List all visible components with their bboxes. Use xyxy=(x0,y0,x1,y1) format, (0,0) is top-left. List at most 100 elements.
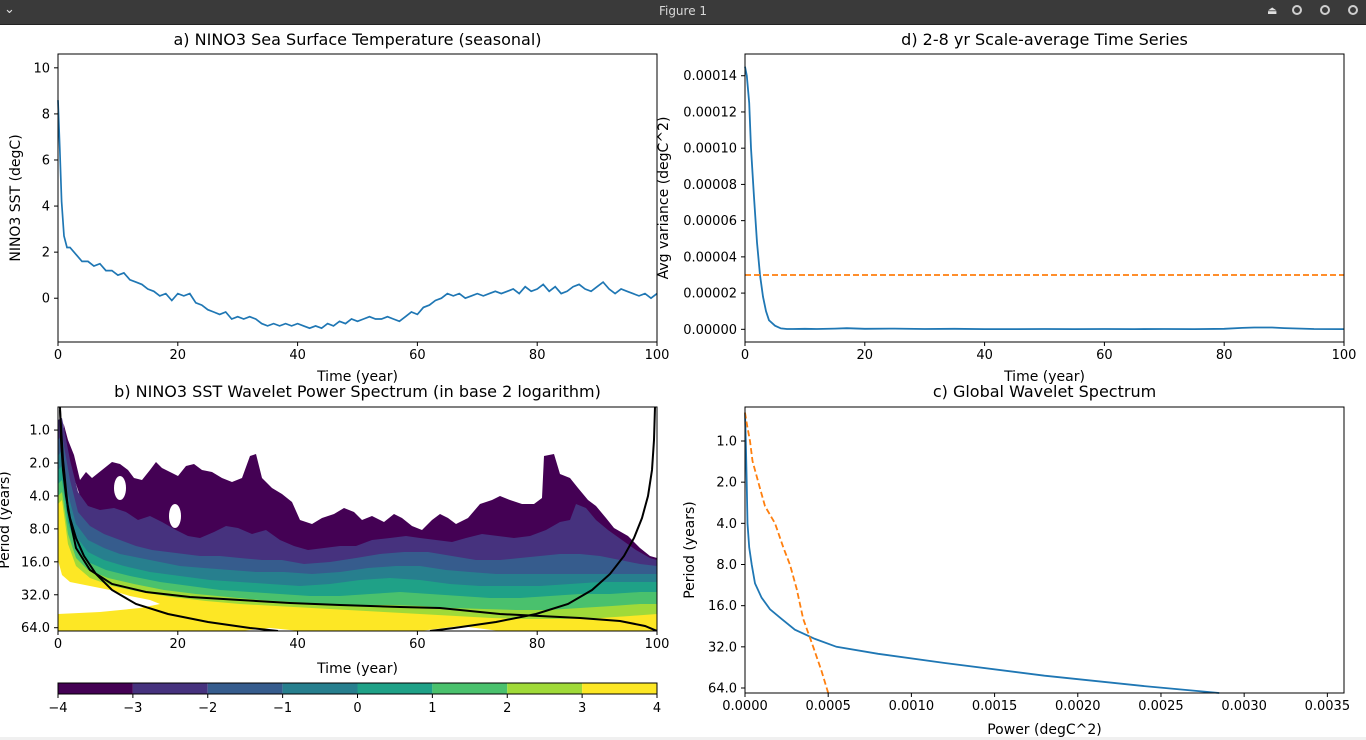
x-tick-label: 40 xyxy=(289,348,306,363)
colorbar-segment xyxy=(582,683,657,694)
panel-c-xlabel: Power (degC^2) xyxy=(987,722,1102,737)
y-tick-label: 1.0 xyxy=(716,435,737,450)
x-tick-label: 20 xyxy=(170,348,187,363)
window-title: Figure 1 xyxy=(658,4,708,18)
y-tick-label: 64.0 xyxy=(21,621,50,636)
global-wavelet-line xyxy=(744,412,1220,694)
y-tick-label: 32.0 xyxy=(708,640,737,655)
contour-hole xyxy=(169,504,181,528)
y-tick-label: 4.0 xyxy=(716,517,737,532)
chevron-down-icon[interactable]: ⌄ xyxy=(4,2,15,17)
panel-b-title: b) NINO3 SST Wavelet Power Spectrum (in … xyxy=(114,382,601,401)
colorbar-segment xyxy=(132,683,208,694)
y-tick-label: 64.0 xyxy=(708,682,737,697)
x-tick-label: 60 xyxy=(409,637,426,652)
panel-d-ylabel: Avg variance (degC^2) xyxy=(656,117,672,280)
x-tick-label: 60 xyxy=(409,348,426,363)
panel-d: d) 2-8 yr Scale-average Time Series 0 20 4… xyxy=(656,30,1356,385)
y-tick-label: 0 xyxy=(42,292,50,307)
y-tick-label: 0.00004 xyxy=(683,250,737,265)
panel-c: c) Global Wavelet Spectrum 0.0000 0.0005 0… xyxy=(682,382,1350,737)
y-tick-label: 2.0 xyxy=(716,476,737,491)
x-tick-label: 20 xyxy=(857,348,874,363)
y-tick-label: 0.00006 xyxy=(683,214,737,229)
contour-level-6 xyxy=(58,480,657,631)
panel-a-ticks: 0 20 40 60 80 100 0 2 4 6 8 10 xyxy=(33,61,669,363)
x-tick-label: 0.0015 xyxy=(972,699,1018,714)
panel-a-xlabel: Time (year) xyxy=(316,369,398,385)
panel-b-ylabel: Period (years) xyxy=(0,471,13,569)
y-tick-label: 2 xyxy=(42,246,50,261)
x-tick-label: 0 xyxy=(54,637,62,652)
maximize-icon[interactable] xyxy=(1320,5,1330,15)
colorbar-tick-label: −2 xyxy=(198,701,217,716)
panel-d-frame xyxy=(744,53,1345,343)
panel-a-ylabel: NINO3 SST (degC) xyxy=(8,134,24,261)
contour-level-7 xyxy=(58,492,657,631)
x-tick-label: 80 xyxy=(1216,348,1233,363)
contour-level-8 xyxy=(58,500,657,631)
panel-d-title: d) 2-8 yr Scale-average Time Series xyxy=(901,30,1188,49)
window-titlebar: ⌄ Figure 1 ⏏ xyxy=(0,0,1366,25)
x-tick-label: 0.0035 xyxy=(1305,699,1351,714)
colorbar xyxy=(58,683,657,694)
colorbar-segment xyxy=(357,683,433,694)
y-tick-label: 8.0 xyxy=(29,522,50,537)
window-bottom-edge xyxy=(0,737,1366,740)
x-tick-label: 100 xyxy=(645,637,670,652)
colorbar-tick-label: 4 xyxy=(653,701,661,716)
cone-of-influence-right xyxy=(429,407,656,631)
colorbar-tick-label: −1 xyxy=(273,701,292,716)
panel-d-series xyxy=(744,66,1345,331)
panel-d-xlabel: Time (year) xyxy=(1003,369,1085,385)
cone-of-influence-left xyxy=(59,407,279,631)
panel-c-ylabel: Period (years) xyxy=(682,501,698,599)
panel-b: b) NINO3 SST Wavelet Power Spectrum (in … xyxy=(0,382,669,716)
minimize-icon[interactable] xyxy=(1292,5,1302,15)
panel-d-ticks: 0 20 40 60 80 100 0.00000 0.00002 0.00004 0.00006… xyxy=(683,69,1356,363)
x-tick-label: 0 xyxy=(54,348,62,363)
colorbar-segment xyxy=(507,683,583,694)
panel-a-title: a) NINO3 Sea Surface Temperature (season… xyxy=(174,30,542,49)
x-tick-label: 0.0010 xyxy=(889,699,935,714)
eject-icon[interactable]: ⏏ xyxy=(1267,4,1278,17)
panel-b-xlabel: Time (year) xyxy=(316,661,398,677)
y-tick-label: 0.00000 xyxy=(683,323,737,338)
y-tick-label: 0.00012 xyxy=(683,105,737,120)
colorbar-tick-label: −4 xyxy=(48,701,67,716)
colorbar-segment xyxy=(282,683,358,694)
y-tick-label: 16.0 xyxy=(708,599,737,614)
x-tick-label: 0.0020 xyxy=(1055,699,1101,714)
panel-b-frame xyxy=(57,406,658,632)
colorbar-tick-label: −3 xyxy=(123,701,142,716)
panel-c-series xyxy=(744,412,1220,694)
x-tick-label: 100 xyxy=(1332,348,1357,363)
x-tick-label: 60 xyxy=(1096,348,1113,363)
close-icon[interactable] xyxy=(1348,5,1358,15)
panel-a: a) NINO3 Sea Surface Temperature (season… xyxy=(8,30,669,385)
y-tick-label: 4.0 xyxy=(29,489,50,504)
x-tick-label: 0.0000 xyxy=(722,699,768,714)
wavelet-power-contours xyxy=(58,407,657,631)
y-tick-label: 0.00010 xyxy=(683,142,737,157)
colorbar-ticks: −4 −3 −2 −1 0 1 2 3 4 xyxy=(48,694,661,716)
contour-gap xyxy=(58,560,160,614)
y-tick-label: 0.00002 xyxy=(683,287,737,302)
significance-line xyxy=(744,412,830,694)
sst-series-line xyxy=(57,100,658,330)
panel-c-title: c) Global Wavelet Spectrum xyxy=(933,382,1156,401)
colorbar-segment xyxy=(58,683,133,694)
panel-c-frame xyxy=(744,406,1345,694)
x-tick-label: 0 xyxy=(741,348,749,363)
colorbar-segment xyxy=(432,683,508,694)
colorbar-segment xyxy=(207,683,283,694)
y-tick-label: 10 xyxy=(33,61,50,76)
panel-c-ticks: 0.0000 0.0005 0.0010 0.0015 0.0020 0.0025 0.00… xyxy=(708,435,1350,715)
x-tick-label: 40 xyxy=(289,637,306,652)
colorbar-tick-label: 1 xyxy=(428,701,436,716)
colorbar-tick-label: 3 xyxy=(578,701,586,716)
y-tick-label: 8.0 xyxy=(716,558,737,573)
colorbar-tick-label: 0 xyxy=(353,701,361,716)
panel-a-series xyxy=(57,100,658,330)
y-tick-label: 2.0 xyxy=(29,457,50,472)
